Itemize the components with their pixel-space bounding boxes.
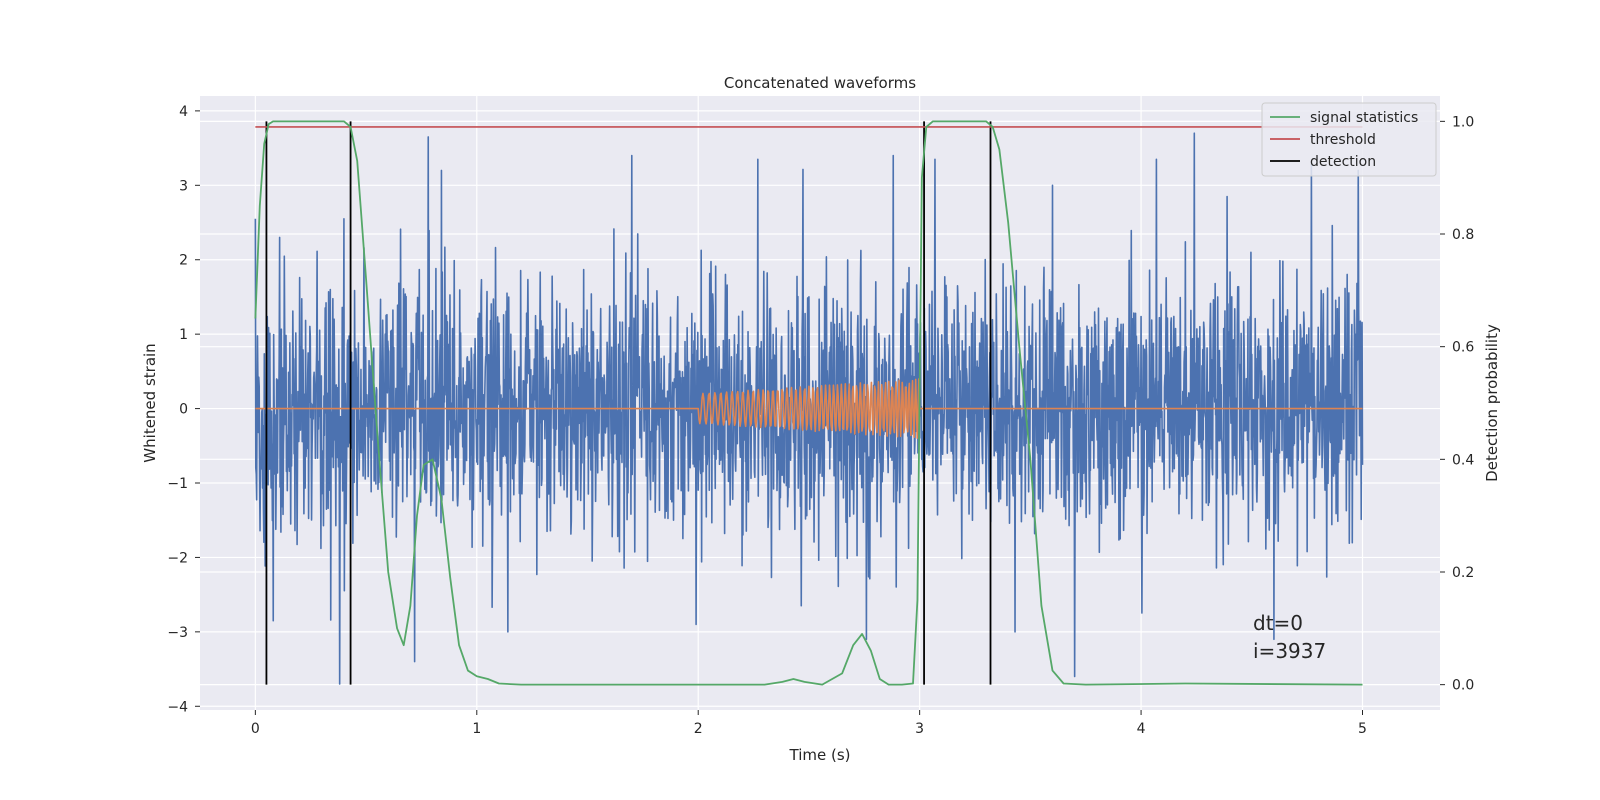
annotation-dt: dt=0	[1253, 611, 1303, 635]
y-tick-label: 2	[179, 253, 188, 269]
x-tick-label: 4	[1137, 721, 1146, 737]
y-tick-label: −1	[167, 476, 188, 492]
y-tick-label: −2	[167, 550, 188, 566]
y-axis-ticks: −4 −3 −2 −1 0 1 2 3 4	[167, 104, 200, 715]
legend-label-signal-statistics: signal statistics	[1310, 110, 1418, 126]
y2-tick-label: 0.2	[1452, 565, 1474, 581]
y2-axis-label: Detection probability	[1483, 324, 1501, 482]
x-axis-ticks: 0 1 2 3 4 5	[251, 710, 1367, 737]
chart-title: Concatenated waveforms	[724, 74, 916, 92]
signal-statistics-series	[254, 120, 1363, 686]
legend-label-threshold: threshold	[1310, 132, 1376, 148]
x-tick-label: 3	[915, 721, 924, 737]
y-axis-label: Whitened strain	[141, 343, 159, 462]
y2-tick-label: 0.0	[1452, 678, 1474, 694]
x-tick-label: 5	[1358, 721, 1367, 737]
y-tick-label: 1	[179, 327, 188, 343]
x-tick-label: 2	[694, 721, 703, 737]
y2-tick-label: 0.6	[1452, 340, 1474, 356]
detection-lines	[265, 121, 992, 685]
x-tick-label: 1	[472, 721, 481, 737]
x-tick-label: 0	[251, 721, 260, 737]
y-tick-label: 3	[179, 178, 188, 194]
template-chirp-series	[255, 378, 1363, 439]
x-axis-label: Time (s)	[789, 746, 851, 764]
y-tick-label: −4	[167, 699, 188, 715]
y-tick-label: −3	[167, 625, 188, 641]
y-tick-label: 4	[179, 104, 188, 120]
y2-tick-label: 0.4	[1452, 452, 1474, 468]
strain-noise-series	[254, 132, 1364, 685]
y2-tick-label: 1.0	[1452, 114, 1474, 130]
legend: signal statistics threshold detection	[1261, 102, 1437, 177]
legend-label-detection: detection	[1310, 154, 1376, 170]
y2-tick-label: 0.8	[1452, 227, 1474, 243]
y-tick-label: 0	[179, 402, 188, 418]
y2-axis-ticks: 0.0 0.2 0.4 0.6 0.8 1.0	[1440, 114, 1474, 694]
legend-box	[1261, 102, 1437, 177]
annotation-i: i=3937	[1253, 639, 1326, 663]
